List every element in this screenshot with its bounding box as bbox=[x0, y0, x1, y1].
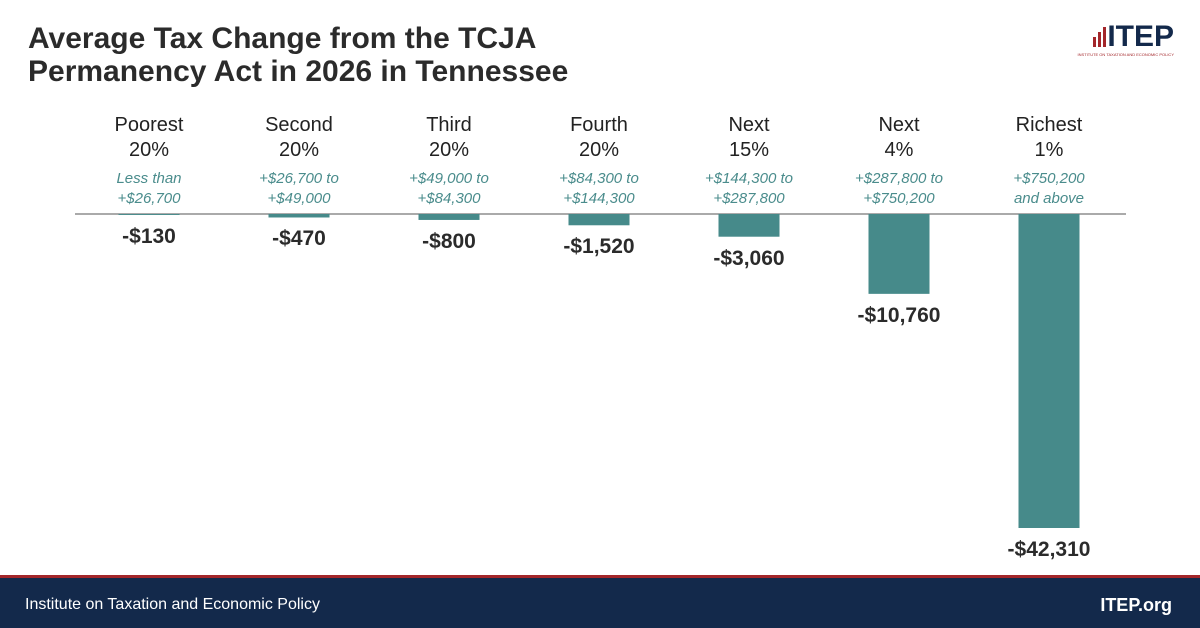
income-range-line: +$49,000 bbox=[267, 190, 331, 207]
bar bbox=[718, 214, 780, 237]
value-label: -$800 bbox=[422, 229, 476, 253]
income-range-line: +$26,700 bbox=[117, 190, 181, 207]
income-range: +$287,800 to +$750,200 bbox=[824, 169, 974, 209]
income-range-line: +$287,800 bbox=[713, 190, 785, 207]
income-range: +$84,300 to +$144,300 bbox=[524, 169, 674, 209]
bar bbox=[418, 214, 480, 220]
income-range-line: +$144,300 bbox=[563, 190, 635, 207]
category-label: Richest 1% bbox=[1015, 114, 1083, 161]
value-label: -$3,060 bbox=[713, 246, 785, 270]
income-range-line: +$49,000 to bbox=[409, 170, 489, 187]
income-range: Less than +$26,700 bbox=[74, 169, 224, 209]
income-range-line: +$750,200 bbox=[863, 190, 935, 207]
bar bbox=[568, 214, 630, 226]
category-label: Poorest 20% bbox=[114, 114, 184, 161]
bar bbox=[268, 214, 330, 218]
bar bbox=[868, 214, 930, 294]
income-range-line: +$750,200 bbox=[1013, 170, 1085, 187]
bar bbox=[1018, 214, 1080, 528]
value-label: -$130 bbox=[122, 224, 176, 248]
income-range-line: and above bbox=[1013, 190, 1085, 207]
value-label: -$470 bbox=[272, 227, 326, 251]
logo-tagline: INSTITUTE ON TAXATION AND ECONOMIC POLIC… bbox=[1077, 52, 1174, 57]
footer-organization: Institute on Taxation and Economic Polic… bbox=[25, 596, 320, 613]
value-label: -$42,310 bbox=[1007, 538, 1091, 561]
logo-bar bbox=[1093, 37, 1096, 47]
income-range-line: +$144,300 to bbox=[704, 170, 793, 187]
logo: ITEP INSTITUTE ON TAXATION AND ECONOMIC … bbox=[1077, 20, 1174, 58]
income-range: +$26,700 to +$49,000 bbox=[224, 169, 374, 209]
footer-website: ITEP.org bbox=[1100, 595, 1172, 615]
category-label: Fourth 20% bbox=[570, 114, 628, 161]
income-range-line: Less than bbox=[116, 170, 182, 187]
logo-bar bbox=[1098, 32, 1101, 47]
income-range-line: +$26,700 to bbox=[259, 170, 339, 187]
bar bbox=[118, 214, 180, 215]
logo-bar bbox=[1103, 27, 1106, 47]
value-label: -$1,520 bbox=[563, 235, 635, 259]
income-range: +$49,000 to +$84,300 bbox=[374, 169, 524, 209]
category-label: Next 15% bbox=[728, 114, 770, 161]
category-label: Third 20% bbox=[426, 114, 472, 161]
category-label: Second 20% bbox=[265, 114, 333, 161]
category-label: Next 4% bbox=[878, 114, 920, 161]
logo-name: ITEP bbox=[1107, 20, 1174, 53]
value-label: -$10,760 bbox=[857, 303, 941, 327]
chart-title: Average Tax Change from the TCJA Permane… bbox=[28, 22, 569, 88]
income-range-line: +$84,300 bbox=[417, 190, 481, 207]
income-range: +$144,300 to +$287,800 bbox=[674, 169, 824, 209]
income-range-line: +$84,300 to bbox=[559, 170, 639, 187]
footer: Institute on Taxation and Economic Polic… bbox=[0, 575, 1200, 628]
income-range: +$750,200 and above bbox=[974, 169, 1124, 209]
income-range-line: +$287,800 to bbox=[854, 170, 943, 187]
